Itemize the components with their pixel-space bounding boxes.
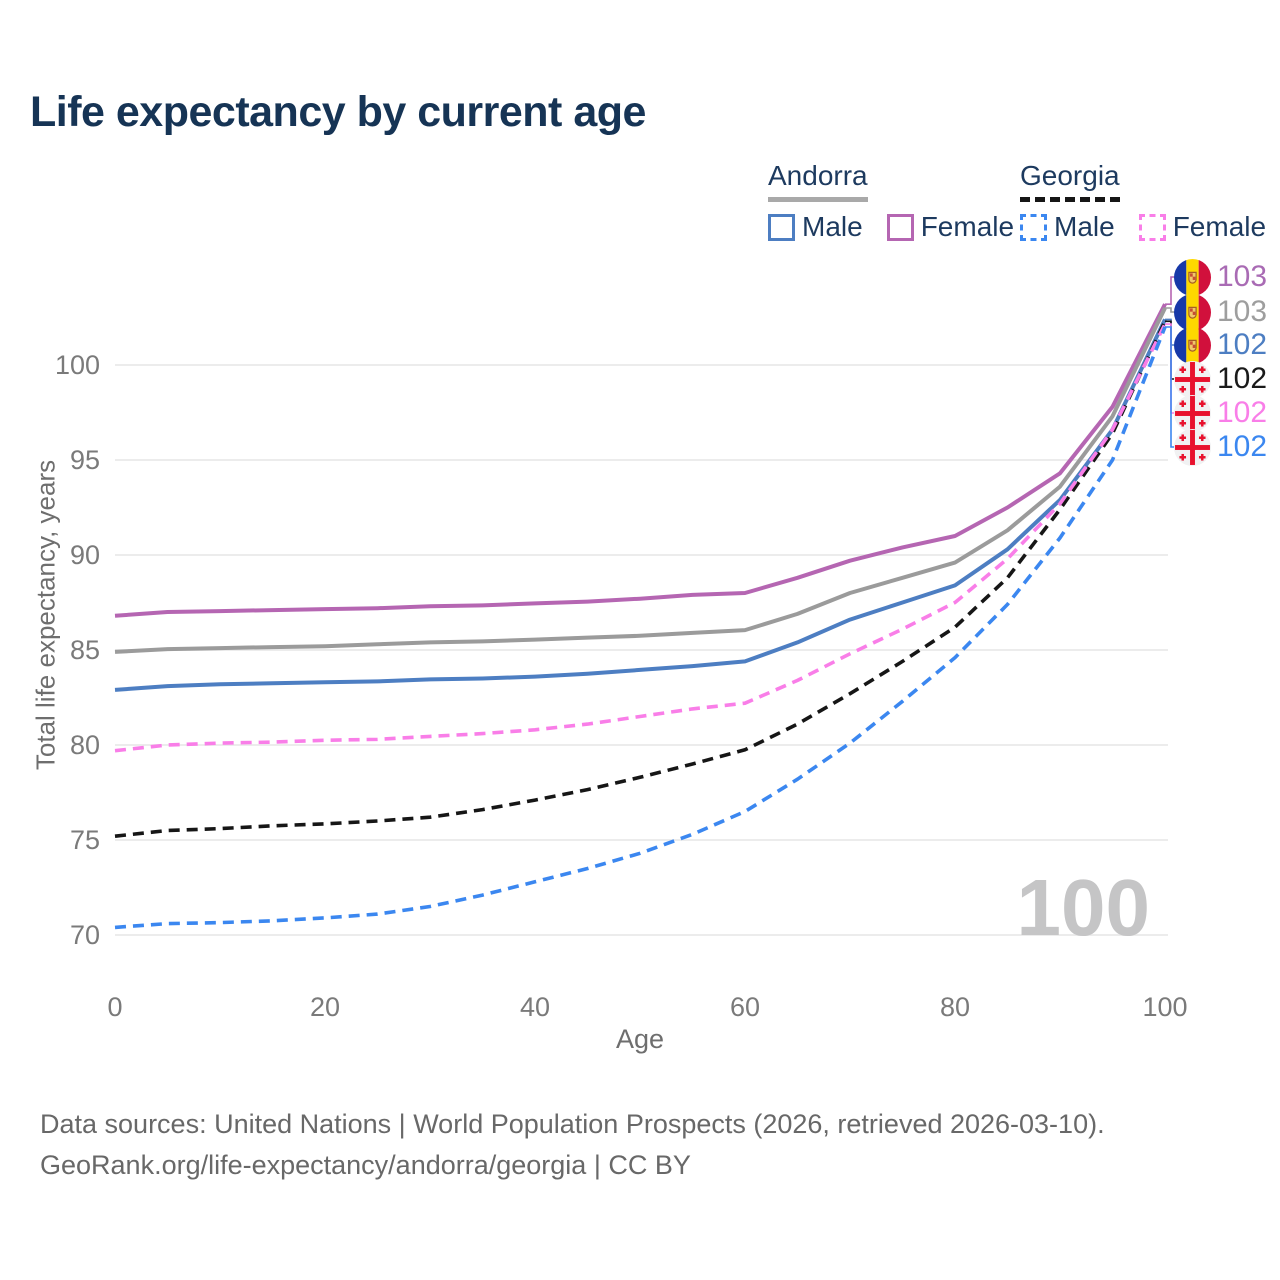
end-label-andorra-male: 102 bbox=[1174, 326, 1268, 364]
end-label-andorra-both: 103 bbox=[1174, 293, 1268, 331]
x-tick-label-0: 0 bbox=[107, 992, 122, 1022]
legend-row-andorra: Male Female bbox=[768, 211, 1014, 243]
legend-group-andorra: Andorra Male Female bbox=[768, 160, 1014, 243]
page-title: Life expectancy by current age bbox=[30, 88, 646, 136]
end-label-value: 102 bbox=[1217, 430, 1268, 463]
y-tick-label-90: 90 bbox=[70, 540, 100, 570]
legend-row-georgia: Male Female bbox=[1020, 211, 1266, 243]
y-tick-label-85: 85 bbox=[70, 635, 100, 665]
leader-line-georgia-male bbox=[1165, 326, 1176, 448]
legend-country-andorra[interactable]: Andorra bbox=[768, 160, 868, 202]
x-tick-label-60: 60 bbox=[730, 992, 760, 1022]
end-label-value: 103 bbox=[1217, 295, 1268, 328]
series-line-georgia-male bbox=[114, 326, 1167, 930]
legend-country-georgia[interactable]: Georgia bbox=[1020, 160, 1120, 202]
georgia-male-swatch-icon bbox=[1020, 213, 1047, 241]
x-tick-label-40: 40 bbox=[520, 992, 550, 1022]
end-label-value: 102 bbox=[1217, 396, 1268, 429]
andorra-female-swatch-icon bbox=[886, 213, 914, 241]
georgia-flag-icon bbox=[1174, 394, 1211, 432]
y-tick-label-100: 100 bbox=[55, 350, 100, 380]
andorra-flag-icon bbox=[1174, 293, 1211, 331]
legend-item-georgia-female[interactable]: Female bbox=[1138, 211, 1267, 243]
end-label-value: 102 bbox=[1217, 362, 1268, 395]
series-line-andorra-female bbox=[114, 303, 1167, 618]
georgia-flag-icon bbox=[1174, 360, 1211, 398]
end-label-andorra-female: 103 bbox=[1174, 258, 1268, 296]
footer-data-sources: Data sources: United Nations | World Pop… bbox=[40, 1109, 1105, 1139]
andorra-flag-icon bbox=[1174, 326, 1211, 364]
x-tick-label-80: 80 bbox=[940, 992, 970, 1022]
series-line-georgia-female bbox=[114, 323, 1167, 753]
footer: Data sources: United Nations | World Pop… bbox=[40, 1104, 1105, 1186]
andorra-male-swatch-icon bbox=[768, 213, 795, 241]
end-label-value: 103 bbox=[1217, 260, 1268, 293]
y-tick-label-70: 70 bbox=[70, 920, 100, 950]
legend-label-georgia-male: Male bbox=[1054, 211, 1115, 242]
leader-line-andorra-female bbox=[1165, 276, 1176, 305]
y-tick-label-80: 80 bbox=[70, 730, 100, 760]
end-label-georgia-both: 102 bbox=[1174, 360, 1268, 398]
legend-item-andorra-female[interactable]: Female bbox=[886, 211, 1015, 243]
legend-item-andorra-male[interactable]: Male bbox=[768, 211, 863, 243]
end-label-georgia-male: 102 bbox=[1174, 428, 1268, 466]
age-watermark: 100 bbox=[1016, 863, 1150, 952]
end-label-value: 102 bbox=[1217, 328, 1268, 361]
georgia-flag-icon bbox=[1174, 428, 1211, 466]
georgia-female-swatch-icon bbox=[1138, 213, 1166, 241]
footer-url: GeoRank.org/life-expectancy/andorra/geor… bbox=[40, 1150, 691, 1180]
legend-item-georgia-male[interactable]: Male bbox=[1020, 211, 1115, 243]
y-axis-title: Total life expectancy, years bbox=[30, 459, 61, 771]
y-tick-label-75: 75 bbox=[70, 825, 100, 855]
y-tick-label-95: 95 bbox=[70, 445, 100, 475]
series-line-andorra-both bbox=[114, 307, 1167, 654]
legend-group-georgia: Georgia Male Female bbox=[1020, 160, 1266, 243]
series-line-georgia-both bbox=[114, 320, 1167, 838]
legend-label-georgia-female: Female bbox=[1172, 211, 1267, 242]
leader-line-andorra-both bbox=[1165, 307, 1176, 313]
andorra-flag-icon bbox=[1174, 258, 1211, 296]
legend-label-andorra-female: Female bbox=[920, 211, 1015, 242]
legend-label-andorra-male: Male bbox=[802, 211, 863, 242]
x-tick-label-100: 100 bbox=[1142, 992, 1187, 1022]
end-label-georgia-female: 102 bbox=[1174, 394, 1268, 432]
series-line-andorra-male bbox=[114, 318, 1167, 692]
x-tick-label-20: 20 bbox=[310, 992, 340, 1022]
x-axis-title: Age bbox=[615, 1024, 665, 1054]
